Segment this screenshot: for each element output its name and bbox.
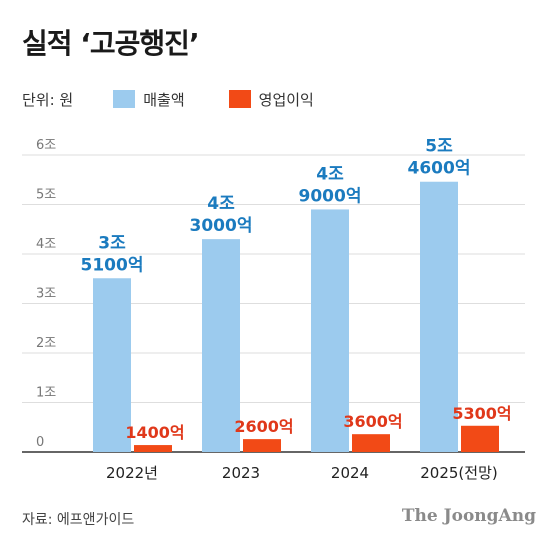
bar-revenue	[93, 278, 131, 452]
data-label-revenue: 5조	[425, 137, 453, 157]
chart-title: 실적 ‘고공행진’	[22, 27, 200, 60]
legend: 단위: 원 매출액 영업이익	[22, 89, 358, 109]
y-tick-label: 6조	[36, 138, 56, 153]
source-note: 자료: 에프앤가이드	[22, 512, 135, 528]
legend-swatch-revenue	[113, 90, 136, 108]
data-label-revenue: 4600억	[408, 159, 471, 179]
y-tick-label: 1조	[36, 386, 56, 401]
bar-revenue	[420, 181, 458, 453]
data-label-revenue: 5100억	[81, 255, 144, 275]
data-label-revenue: 4조	[207, 194, 235, 214]
data-label-operating-profit: 3600억	[343, 412, 402, 431]
data-label-revenue: 3000억	[190, 216, 253, 236]
bar-operating-profit	[352, 434, 390, 452]
data-label-revenue: 4조	[316, 164, 344, 184]
legend-label-revenue: 매출액	[143, 90, 185, 109]
bar-operating-profit	[461, 425, 499, 452]
data-label-operating-profit: 2600억	[234, 417, 293, 436]
y-tick-label: 5조	[36, 188, 56, 203]
x-tick-label: 2024	[331, 464, 369, 482]
bar-operating-profit	[134, 445, 172, 452]
data-label-operating-profit: 1400억	[125, 423, 184, 442]
y-tick-label: 2조	[36, 336, 56, 351]
legend-swatch-operating-profit	[228, 90, 251, 108]
data-label-revenue: 9000억	[299, 186, 362, 206]
unit-label: 단위: 원	[22, 90, 74, 109]
bar-operating-profit	[243, 439, 281, 452]
x-tick-label: 2022년	[106, 464, 158, 482]
legend-item-revenue: 매출액	[113, 89, 185, 110]
legend-item-operating-profit: 영업이익	[228, 89, 314, 110]
bar-revenue	[202, 239, 240, 452]
legend-label-operating-profit: 영업이익	[258, 90, 314, 109]
y-tick-label: 4조	[36, 237, 56, 252]
brand-logo: The JoongAng	[401, 506, 536, 526]
x-tick-label: 2025(전망)	[420, 464, 497, 482]
x-tick-label: 2023	[222, 464, 260, 482]
y-tick-label: 3조	[36, 287, 56, 302]
data-label-revenue: 3조	[98, 233, 126, 253]
y-tick-label: 0	[36, 435, 44, 450]
bar-chart: 01조2조3조4조5조6조3조5100억1400억2022년4조3000억260…	[22, 137, 525, 482]
data-label-operating-profit: 5300억	[452, 404, 511, 423]
bar-revenue	[311, 209, 349, 452]
